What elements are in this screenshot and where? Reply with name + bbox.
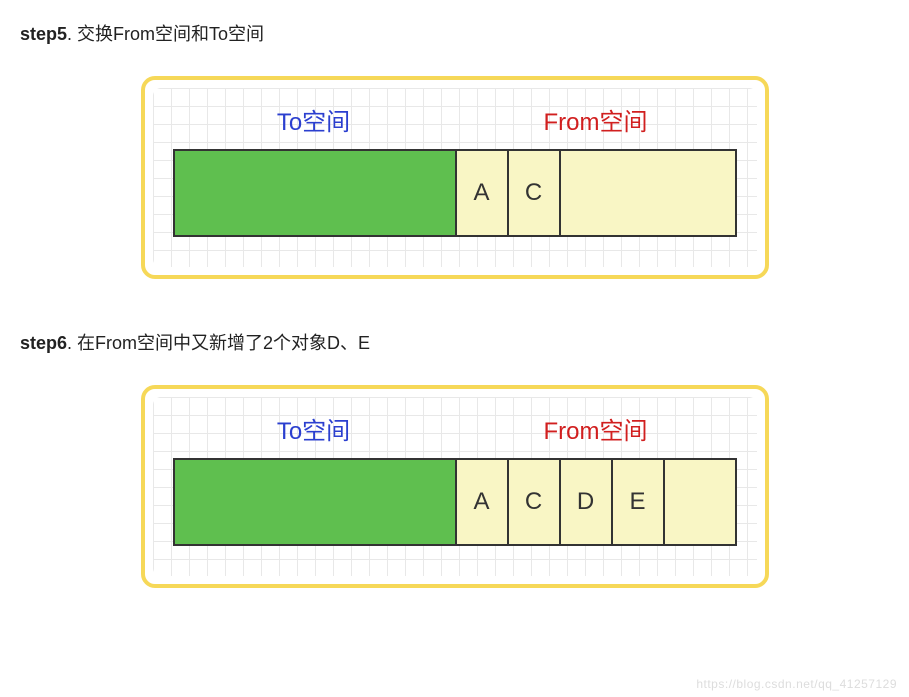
diagram-wrap: To空间From空间 AC (20, 76, 889, 279)
diagram-content: To空间From空间 ACDE (153, 397, 757, 576)
memory-cell: A (457, 460, 509, 544)
step-label-bold: step5 (20, 24, 67, 44)
from-label: From空间 (455, 102, 737, 137)
step-label-rest: . 在From空间中又新增了2个对象D、E (67, 333, 370, 353)
to-region (175, 151, 457, 235)
to-region (175, 460, 457, 544)
watermark: https://blog.csdn.net/qq_41257129 (696, 677, 897, 691)
step-label-rest: . 交换From空间和To空间 (67, 24, 264, 44)
memory-cell: C (509, 460, 561, 544)
to-label: To空间 (173, 411, 455, 446)
from-empty-space (561, 151, 735, 235)
memory-bar: AC (173, 149, 737, 237)
region-labels: To空间From空间 (173, 411, 737, 446)
step-label-bold: step6 (20, 333, 67, 353)
from-empty-space (665, 460, 735, 544)
memory-diagram: To空间From空间 ACDE (141, 385, 769, 588)
step-heading: step6. 在From空间中又新增了2个对象D、E (20, 329, 889, 355)
diagram-wrap: To空间From空间 ACDE (20, 385, 889, 588)
diagram-content: To空间From空间 AC (153, 88, 757, 267)
region-labels: To空间From空间 (173, 102, 737, 137)
memory-cell: A (457, 151, 509, 235)
from-region: ACDE (457, 460, 735, 544)
memory-cell: D (561, 460, 613, 544)
memory-cell: C (509, 151, 561, 235)
memory-bar: ACDE (173, 458, 737, 546)
memory-diagram: To空间From空间 AC (141, 76, 769, 279)
memory-cell: E (613, 460, 665, 544)
to-label: To空间 (173, 102, 455, 137)
from-label: From空间 (455, 411, 737, 446)
from-region: AC (457, 151, 735, 235)
step-heading: step5. 交换From空间和To空间 (20, 20, 889, 46)
